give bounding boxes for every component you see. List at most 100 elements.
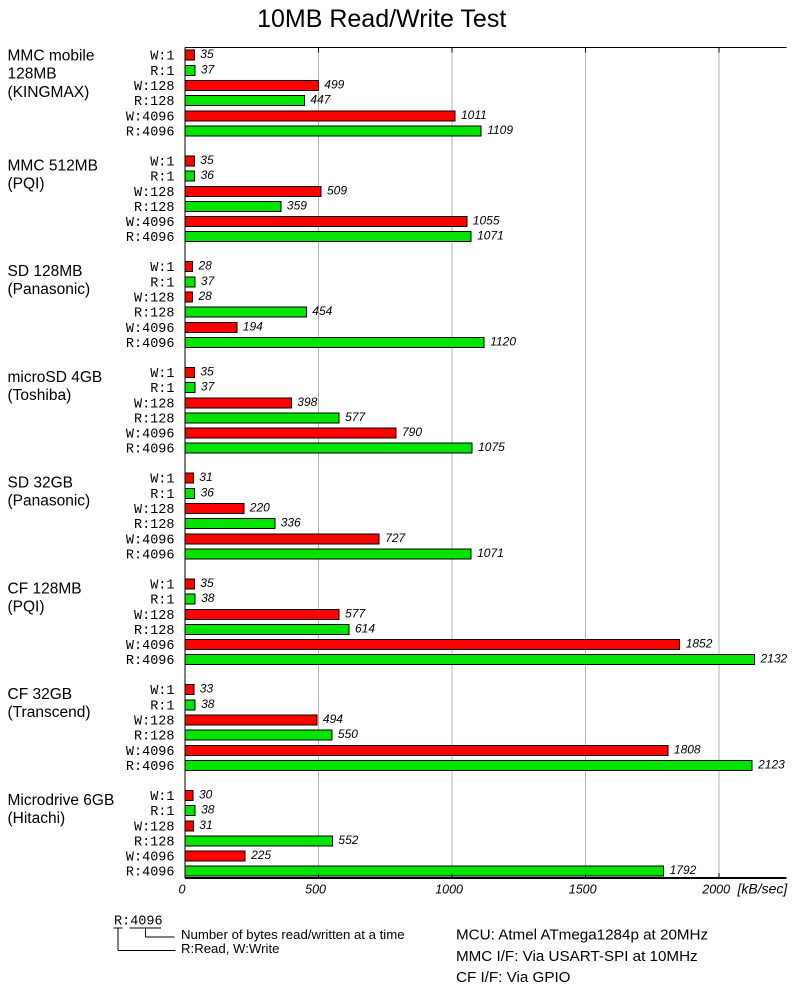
svg-text:R:1: R:1 — [150, 488, 174, 503]
svg-text:SD 32GB: SD 32GB — [8, 475, 73, 492]
svg-text:W:4096: W:4096 — [126, 639, 175, 654]
svg-text:577: 577 — [345, 606, 366, 620]
svg-text:2123: 2123 — [757, 757, 785, 771]
svg-text:R:128: R:128 — [134, 518, 175, 533]
svg-text:R:4096: R:4096 — [126, 760, 175, 775]
svg-text:MMC mobile: MMC mobile — [8, 47, 95, 64]
svg-text:R:1: R:1 — [150, 594, 174, 609]
svg-text:509: 509 — [327, 183, 347, 197]
svg-text:R:4096: R:4096 — [126, 231, 175, 246]
svg-text:552: 552 — [338, 833, 358, 847]
svg-text:28: 28 — [198, 289, 213, 303]
svg-text:1808: 1808 — [674, 742, 701, 756]
svg-text:33: 33 — [200, 682, 214, 696]
svg-text:37: 37 — [201, 274, 216, 288]
svg-text:1120: 1120 — [490, 334, 516, 348]
svg-text:727: 727 — [385, 531, 406, 545]
svg-text:R:128: R:128 — [134, 730, 175, 745]
svg-text:W:128: W:128 — [134, 292, 175, 307]
svg-text:R:128: R:128 — [134, 835, 175, 850]
svg-text:CF 128MB: CF 128MB — [8, 580, 82, 597]
svg-text:SD 128MB: SD 128MB — [8, 263, 83, 280]
svg-text:R:1: R:1 — [150, 805, 174, 820]
svg-text:Number of bytes read/written a: Number of bytes read/written at a time — [181, 927, 405, 942]
svg-text:30: 30 — [199, 787, 213, 801]
svg-text:W:1: W:1 — [150, 50, 174, 65]
svg-text:1071: 1071 — [477, 546, 504, 560]
svg-text:359: 359 — [287, 198, 307, 212]
svg-text:Microdrive 6GB: Microdrive 6GB — [8, 792, 115, 809]
svg-text:W:128: W:128 — [134, 186, 175, 201]
svg-text:128MB: 128MB — [8, 66, 57, 83]
svg-text:336: 336 — [281, 516, 301, 530]
svg-text:194: 194 — [243, 319, 263, 333]
svg-text:W:128: W:128 — [134, 715, 175, 730]
svg-text:R:128: R:128 — [134, 95, 175, 110]
svg-text:W:4096: W:4096 — [126, 533, 175, 548]
svg-text:R:128: R:128 — [134, 624, 175, 639]
svg-text:35: 35 — [200, 47, 214, 61]
svg-text:CF 32GB: CF 32GB — [8, 686, 73, 703]
svg-text:R:128: R:128 — [134, 307, 175, 322]
svg-text:R:Read, W:Write: R:Read, W:Write — [181, 941, 279, 956]
svg-text:W:128: W:128 — [134, 80, 175, 95]
svg-text:MMC I/F: Via USART-SPI at 10MH: MMC I/F: Via USART-SPI at 10MHz — [456, 948, 698, 965]
svg-text:W:1: W:1 — [150, 790, 174, 805]
svg-text:28: 28 — [198, 259, 213, 273]
svg-text:W:128: W:128 — [134, 609, 175, 624]
svg-text:454: 454 — [312, 304, 332, 318]
svg-text:10MB Read/Write Test: 10MB Read/Write Test — [257, 5, 506, 33]
svg-text:(Panasonic): (Panasonic) — [8, 493, 91, 510]
svg-text:R:4096: R:4096 — [126, 866, 175, 881]
svg-text:1500: 1500 — [569, 882, 597, 896]
svg-text:1055: 1055 — [473, 214, 500, 228]
svg-text:1075: 1075 — [478, 440, 505, 454]
svg-text:(PQI): (PQI) — [8, 598, 45, 615]
svg-text:R:4096: R:4096 — [126, 548, 175, 563]
svg-text:W:4096: W:4096 — [126, 428, 175, 443]
svg-text:1109: 1109 — [487, 123, 513, 137]
svg-text:398: 398 — [297, 395, 317, 409]
svg-text:W:1: W:1 — [150, 155, 174, 170]
svg-text:W:1: W:1 — [150, 261, 174, 276]
svg-text:499: 499 — [324, 78, 344, 92]
svg-text:R:1: R:1 — [150, 171, 174, 186]
svg-text:R:4096: R:4096 — [126, 443, 175, 458]
svg-text:614: 614 — [355, 621, 375, 635]
svg-text:R:4096: R:4096 — [126, 125, 175, 140]
svg-text:W:4096: W:4096 — [126, 745, 175, 760]
svg-text:W:4096: W:4096 — [126, 851, 175, 866]
svg-text:31: 31 — [199, 470, 212, 484]
svg-text:R:1: R:1 — [150, 276, 174, 291]
svg-text:W:4096: W:4096 — [126, 322, 175, 337]
svg-text:(KINGMAX): (KINGMAX) — [8, 84, 90, 101]
svg-text:W:128: W:128 — [134, 820, 175, 835]
svg-text:2132: 2132 — [760, 652, 788, 666]
svg-text:35: 35 — [200, 153, 214, 167]
svg-text:R:4096: R:4096 — [114, 914, 163, 929]
svg-text:R:1: R:1 — [150, 382, 174, 397]
svg-text:(Transcend): (Transcend) — [8, 704, 91, 721]
svg-text:38: 38 — [201, 803, 215, 817]
svg-text:W:128: W:128 — [134, 397, 175, 412]
svg-text:(Panasonic): (Panasonic) — [8, 281, 91, 298]
svg-text:225: 225 — [250, 848, 271, 862]
svg-text:494: 494 — [323, 712, 343, 726]
svg-text:W:1: W:1 — [150, 367, 174, 382]
svg-text:220: 220 — [249, 501, 270, 515]
svg-text:MCU: Atmel ATmega1284p at 20MH: MCU: Atmel ATmega1284p at 20MHz — [456, 927, 708, 944]
svg-text:550: 550 — [338, 727, 358, 741]
svg-text:1852: 1852 — [686, 637, 713, 651]
svg-text:36: 36 — [201, 485, 215, 499]
svg-text:1000: 1000 — [435, 882, 463, 896]
svg-text:37: 37 — [201, 62, 216, 76]
svg-text:W:4096: W:4096 — [126, 216, 175, 231]
svg-text:W:4096: W:4096 — [126, 110, 175, 125]
svg-text:35: 35 — [200, 364, 214, 378]
svg-text:microSD 4GB: microSD 4GB — [8, 369, 103, 386]
svg-text:0: 0 — [179, 882, 186, 896]
svg-text:38: 38 — [201, 697, 215, 711]
svg-text:2000: 2000 — [701, 882, 730, 896]
svg-text:1011: 1011 — [461, 108, 487, 122]
svg-text:577: 577 — [345, 410, 366, 424]
